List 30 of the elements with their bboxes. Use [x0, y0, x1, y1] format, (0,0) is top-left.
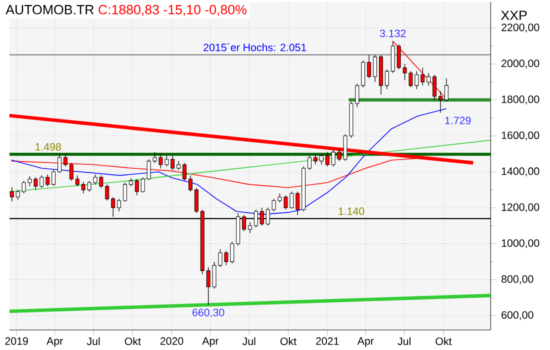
x-tick-label: Okt — [124, 337, 141, 346]
y-tick-label: 1200,00 — [502, 203, 540, 212]
y-tick-label: 1600,00 — [502, 131, 540, 140]
x-tick-label: 2021 — [316, 337, 339, 345]
annotation: 3.132 — [380, 30, 406, 38]
x-tick-label: Jul — [86, 337, 100, 346]
x-tick-label: Okt — [436, 337, 452, 346]
y-tick-label: 600,00 — [502, 311, 534, 320]
y-tick-label: 2000,00 — [502, 60, 540, 68]
x-tick-label: 2020 — [160, 337, 184, 345]
ref-line-label: 2015´er Hochs: 2.051 — [204, 43, 306, 52]
annotation: 1.729 — [445, 116, 471, 124]
x-tick-label: Okt — [280, 337, 296, 346]
y-tick-label: 800,00 — [502, 275, 534, 284]
y-axis-title: XXP — [501, 10, 527, 20]
y-tick-label: 2200,00 — [502, 24, 540, 32]
ref-line-label: 1.140 — [338, 207, 364, 215]
annotation: 660,30 — [192, 308, 224, 318]
chart-title: AUTOMOB.TR — [6, 4, 94, 14]
y-tick-label: 1400,00 — [502, 167, 540, 176]
x-tick-label: Apr — [202, 337, 219, 347]
y-tick-label: 1000,00 — [502, 239, 540, 248]
x-tick-label: 2019 — [5, 337, 28, 345]
chart-subtitle: C:1880,83 -15,10 -0,80% — [98, 4, 246, 16]
x-tick-label: Apr — [46, 337, 63, 347]
x-tick-label: Jul — [398, 337, 410, 346]
x-tick-label: Apr — [357, 337, 374, 347]
y-tick-label: 1800,00 — [502, 96, 540, 104]
x-tick-label: Jul — [242, 337, 256, 346]
ref-line-label: 1.498 — [36, 143, 61, 151]
